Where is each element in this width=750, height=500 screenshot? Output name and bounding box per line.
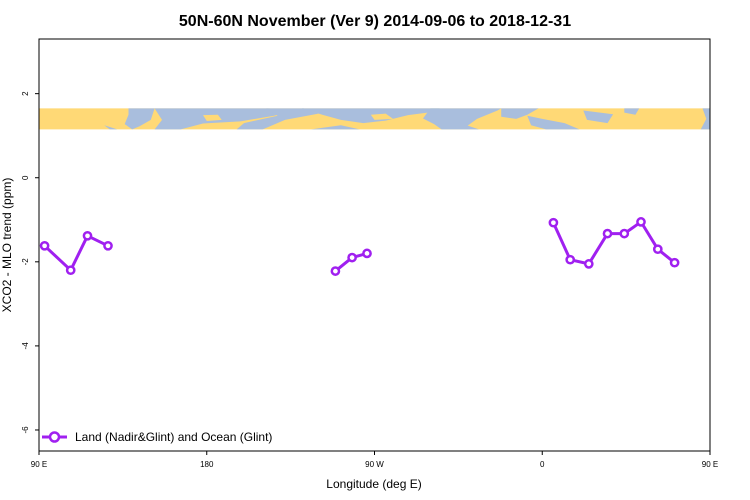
chart-title: 50N-60N November (Ver 9) 2014-09-06 to 2… <box>179 13 571 30</box>
data-point <box>602 228 613 239</box>
map-ocean-region <box>236 108 319 130</box>
y-axis-label: XCO2 - MLO trend (ppm) <box>0 178 14 313</box>
data-point <box>362 248 372 259</box>
y-tick-label: 0 <box>21 175 30 180</box>
map-ocean-region <box>583 110 614 124</box>
world-map-band <box>39 108 710 130</box>
map-ocean-region <box>301 108 440 124</box>
map-ocean-region <box>501 108 539 119</box>
map-ocean-region <box>124 108 155 130</box>
legend-marker <box>48 431 61 443</box>
plot-frame <box>38 38 711 452</box>
legend: Land (Nadir&Glint) and Ocean (Glint) <box>42 430 272 444</box>
data-point <box>65 265 76 276</box>
data-point <box>39 240 50 251</box>
data-point <box>82 230 93 241</box>
series-line <box>716 236 750 270</box>
data-point <box>619 228 630 239</box>
x-tick-label: 90 E <box>31 460 47 469</box>
map-ocean-region <box>624 108 640 115</box>
data-point <box>548 217 559 228</box>
map-ocean-region <box>311 125 360 130</box>
x-tick-label: 90 E <box>702 460 718 469</box>
map-island <box>203 114 222 121</box>
data-point <box>565 254 576 265</box>
y-tick-label: -2 <box>21 258 30 266</box>
data-point <box>712 242 719 249</box>
x-tick-label: 0 <box>540 460 545 469</box>
y-tick-label: -6 <box>21 426 30 434</box>
map-ocean-region <box>700 108 710 130</box>
y-tick-label: -4 <box>21 342 30 350</box>
x-axis-label: Longitude (deg E) <box>326 477 421 491</box>
map-island <box>370 113 394 120</box>
data-point <box>669 257 680 268</box>
data-point <box>103 240 113 251</box>
data-point <box>636 217 646 227</box>
plot-marks <box>39 217 750 276</box>
data-point <box>652 244 663 255</box>
map-ocean-region <box>154 108 300 130</box>
map-ocean-region <box>423 108 502 130</box>
x-axis: 90 E 180 90 W 0 90 E <box>31 451 718 469</box>
series-line <box>43 234 109 272</box>
y-axis: 2 0 -2 -4 -6 <box>21 91 39 434</box>
data-point <box>738 267 745 274</box>
legend-label: Land (Nadir&Glint) and Ocean (Glint) <box>75 430 272 444</box>
map-ocean-region <box>104 125 118 130</box>
x-tick-label: 180 <box>200 460 214 469</box>
data-point <box>330 266 341 276</box>
y-tick-label: 2 <box>21 91 30 96</box>
data-point <box>583 259 594 269</box>
map-ocean-region <box>527 115 580 130</box>
x-tick-label: 90 W <box>365 460 384 469</box>
data-point <box>347 252 357 263</box>
